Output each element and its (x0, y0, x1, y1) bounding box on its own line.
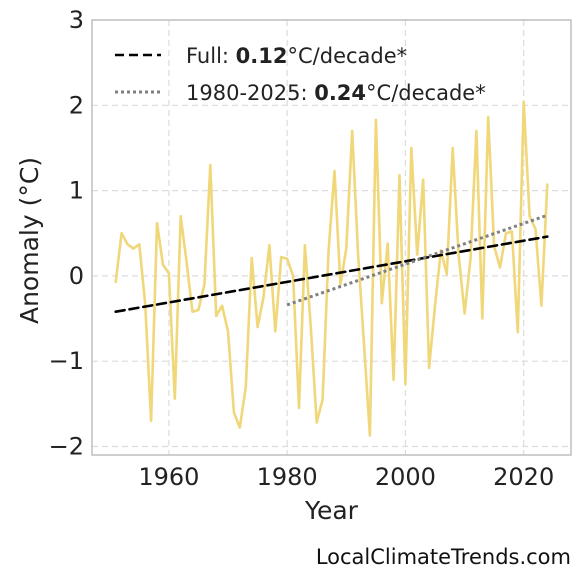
x-tick-label: 1960 (138, 463, 199, 491)
x-tick-label: 2000 (375, 463, 436, 491)
x-tick-label: 2020 (493, 463, 554, 491)
series-layer (114, 100, 549, 437)
anomaly-line (114, 100, 549, 437)
y-tick-label: −2 (49, 432, 84, 460)
y-tick-label: 0 (69, 262, 84, 290)
source-watermark: LocalClimateTrends.com (315, 545, 571, 569)
recent-trend-line (286, 213, 548, 307)
x-axis-label: Year (304, 496, 359, 525)
plot-frame (91, 19, 572, 456)
legend-label: Full: 0.12°C/decade* (186, 44, 407, 68)
full-trend-line (114, 235, 549, 314)
legend-label: 1980-2025: 0.24°C/decade* (186, 81, 486, 105)
y-tick-label: 3 (69, 6, 84, 34)
y-tick-label: −1 (49, 347, 84, 375)
y-axis-label: Anomaly (°C) (15, 157, 44, 324)
y-tick-labels: −2 −1 0 1 2 3 (49, 6, 84, 460)
y-tick-label: 2 (69, 91, 84, 119)
x-tick-labels: 1960 1980 2000 2020 (138, 463, 554, 491)
y-tick-label: 1 (69, 177, 84, 205)
legend: Full: 0.12°C/decade* 1980-2025: 0.24°C/de… (115, 44, 486, 105)
x-tick-label: 1980 (257, 463, 318, 491)
